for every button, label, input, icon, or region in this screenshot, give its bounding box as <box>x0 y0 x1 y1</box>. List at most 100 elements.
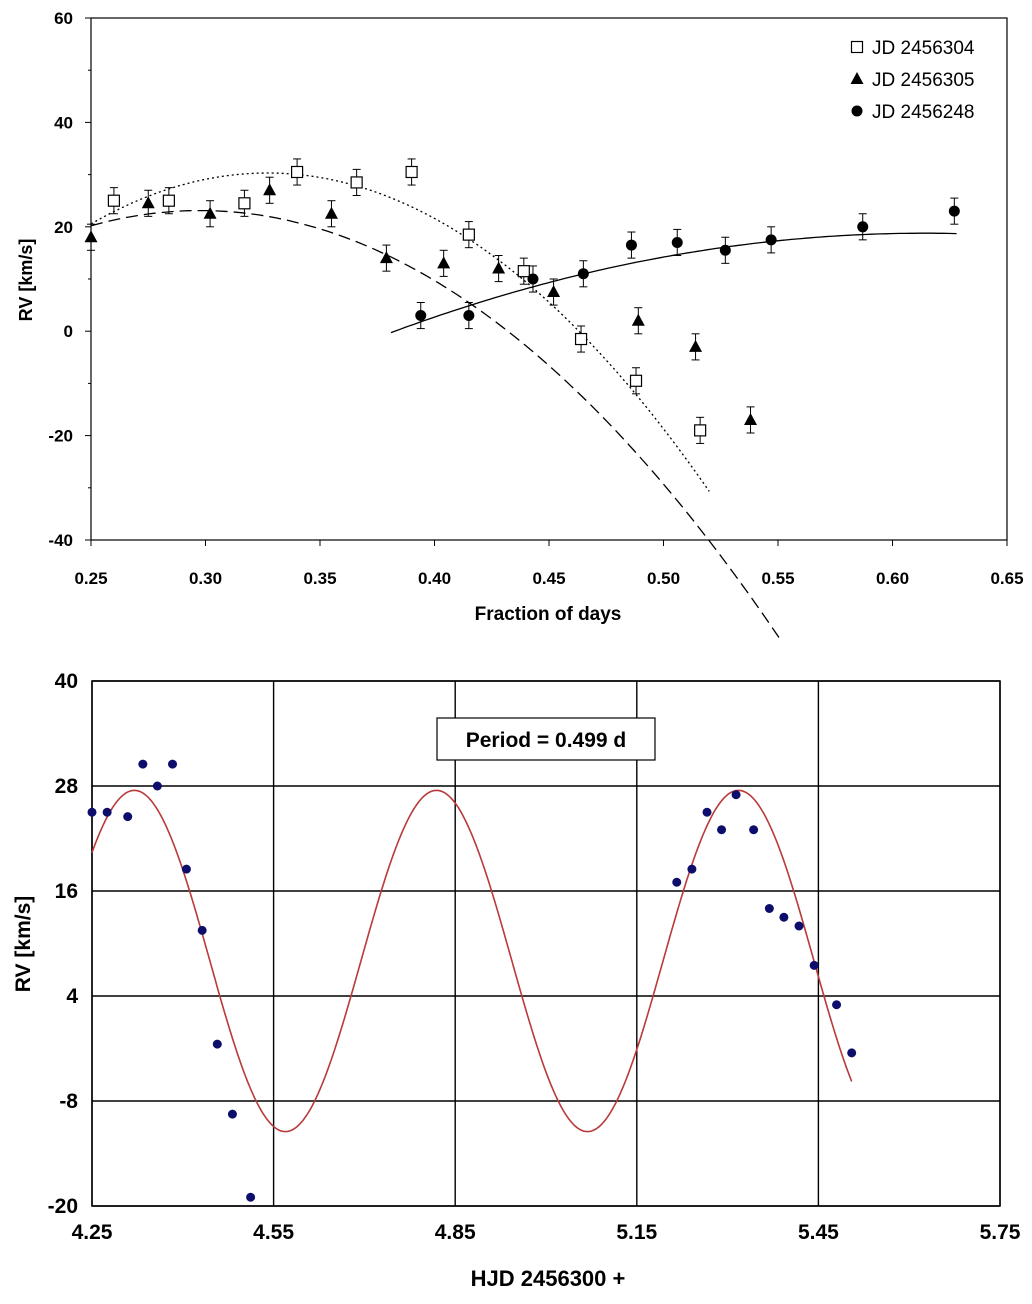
data-point <box>517 265 530 278</box>
data-point <box>263 183 277 196</box>
data-point <box>731 790 741 800</box>
y-tick-label: 28 <box>55 775 79 798</box>
x-tick-label: 0.55 <box>761 569 794 588</box>
data-point <box>203 206 217 219</box>
data-point <box>141 196 155 209</box>
data-point <box>689 339 703 352</box>
x-tick-label: 4.85 <box>435 1221 476 1244</box>
y-tick-label: 20 <box>54 218 73 237</box>
data-point <box>462 228 475 241</box>
data-point <box>350 176 363 189</box>
data-point <box>152 781 162 791</box>
y-tick-label: 40 <box>54 113 73 132</box>
y-tick-label: 0 <box>64 322 73 341</box>
sine-fit-curve <box>91 789 853 1133</box>
legend-marker <box>850 40 864 54</box>
data-point <box>948 205 960 217</box>
data-point <box>463 310 475 322</box>
data-point <box>794 921 804 931</box>
data-point <box>227 1109 237 1119</box>
data-point <box>719 244 731 256</box>
data-point <box>764 904 774 913</box>
data-point <box>84 230 98 243</box>
data-point <box>197 925 207 935</box>
period-annotation: Period = 0.499 d <box>466 729 627 752</box>
legend: JD 2456304 JD 2456305 JD 2456248 <box>850 38 975 123</box>
data-point <box>631 313 645 326</box>
data-point <box>379 251 393 264</box>
data-point <box>238 197 251 210</box>
y-tick-label: -8 <box>59 1090 78 1113</box>
y-tick-label: -20 <box>48 427 73 446</box>
data-point <box>246 1192 256 1202</box>
data-point <box>694 424 707 437</box>
data-point <box>857 221 869 233</box>
data-point <box>749 825 759 835</box>
x-axis-label: HJD 2456300 + <box>471 1266 626 1291</box>
x-tick-label: 0.30 <box>189 569 222 588</box>
data-point <box>123 812 133 822</box>
data-point <box>687 864 697 874</box>
fit-curve <box>90 209 782 640</box>
y-tick-label: 4 <box>66 985 78 1008</box>
data-point <box>672 877 682 887</box>
data-point <box>168 759 178 769</box>
data-point <box>625 239 637 251</box>
legend-marker <box>850 72 864 84</box>
data-point <box>527 273 539 285</box>
data-point <box>181 864 191 874</box>
fit-curve <box>90 172 710 492</box>
legend-marker <box>851 105 863 117</box>
legend-label: JD 2456248 <box>872 102 974 123</box>
y-tick-label: 40 <box>55 670 78 693</box>
plot-area <box>91 680 1001 1207</box>
period-annotation-box <box>436 717 656 761</box>
x-tick-label: 0.65 <box>990 569 1023 588</box>
data-point <box>87 807 97 817</box>
y-axis-label: RV [km/s] <box>16 239 36 322</box>
data-point <box>577 268 589 280</box>
x-tick-label: 0.40 <box>418 569 451 588</box>
x-tick-label: 0.60 <box>876 569 909 588</box>
data-point <box>702 807 712 817</box>
x-tick-label: 5.45 <box>798 1221 839 1244</box>
data-point <box>547 285 561 298</box>
x-tick-label: 5.75 <box>980 1221 1021 1244</box>
data-point <box>629 374 643 387</box>
data-point <box>102 807 112 817</box>
data-point <box>212 1039 222 1049</box>
rv-fraction-chart: 0.25 0.30 0.35 0.40 0.45 0.50 0.55 0.60 0.65 -40 -… <box>16 9 1024 640</box>
x-tick-label: 0.35 <box>303 569 336 588</box>
x-tick-label: 0.25 <box>74 569 107 588</box>
y-axis-label: RV [km/s] <box>12 896 35 992</box>
y-tick-label: 16 <box>55 880 78 903</box>
legend-label: JD 2456304 <box>872 38 975 59</box>
y-tick-label: 60 <box>54 9 73 28</box>
x-tick-label: 4.25 <box>72 1221 113 1244</box>
x-tick-label: 0.50 <box>647 569 680 588</box>
data-point <box>437 256 451 269</box>
data-point <box>765 234 777 246</box>
rv-hjd-chart: 4.25 4.55 4.85 5.15 5.45 5.75 -20 -8 4 16 28 40 Per… <box>12 670 1021 1291</box>
x-axis-label: Fraction of days <box>475 604 622 625</box>
data-point <box>415 310 427 322</box>
data-point <box>405 165 418 179</box>
data-point <box>107 194 121 207</box>
data-point <box>671 236 683 248</box>
data-point <box>324 206 338 219</box>
legend-label: JD 2456305 <box>872 70 974 91</box>
data-point <box>162 194 175 207</box>
data-point <box>809 960 819 970</box>
data-point <box>574 332 588 346</box>
x-tick-label: 4.55 <box>253 1221 294 1244</box>
data-point <box>492 261 506 274</box>
data-point <box>138 759 148 769</box>
plot-frame <box>90 17 1008 541</box>
x-tick-label: 0.45 <box>532 569 565 588</box>
x-tick-label: 5.15 <box>616 1221 657 1244</box>
y-tick-label: -40 <box>48 531 73 550</box>
data-point <box>847 1048 857 1058</box>
data-point <box>291 165 304 179</box>
fit-curve <box>390 232 957 334</box>
data-point <box>744 412 758 425</box>
